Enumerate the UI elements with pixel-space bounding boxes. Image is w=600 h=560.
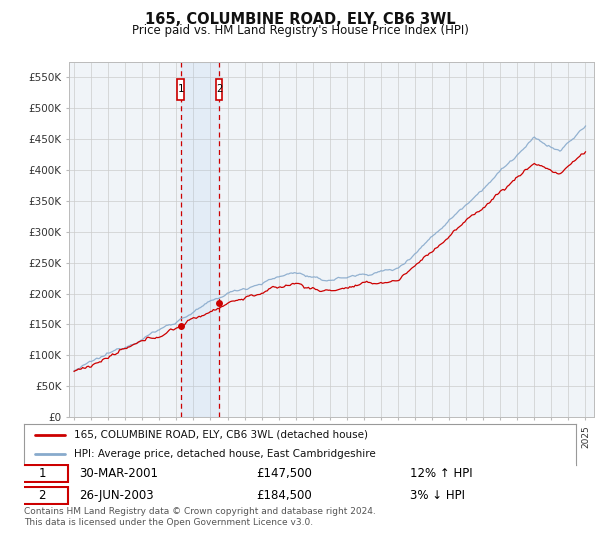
Text: £147,500: £147,500 xyxy=(256,466,312,480)
Text: 3% ↓ HPI: 3% ↓ HPI xyxy=(410,489,466,502)
Text: Price paid vs. HM Land Registry's House Price Index (HPI): Price paid vs. HM Land Registry's House … xyxy=(131,24,469,36)
Bar xyxy=(181,62,219,417)
Text: £184,500: £184,500 xyxy=(256,489,311,502)
Text: 165, COLUMBINE ROAD, ELY, CB6 3WL (detached house): 165, COLUMBINE ROAD, ELY, CB6 3WL (detac… xyxy=(74,430,368,440)
Text: 2: 2 xyxy=(216,85,222,95)
Text: 26-JUN-2003: 26-JUN-2003 xyxy=(79,489,154,502)
Text: 30-MAR-2001: 30-MAR-2001 xyxy=(79,466,158,480)
FancyBboxPatch shape xyxy=(216,78,222,100)
FancyBboxPatch shape xyxy=(16,487,68,504)
Text: HPI: Average price, detached house, East Cambridgeshire: HPI: Average price, detached house, East… xyxy=(74,449,376,459)
FancyBboxPatch shape xyxy=(178,78,184,100)
Text: 1: 1 xyxy=(178,85,184,95)
Text: 2: 2 xyxy=(38,489,46,502)
Text: 12% ↑ HPI: 12% ↑ HPI xyxy=(410,466,473,480)
Text: 165, COLUMBINE ROAD, ELY, CB6 3WL: 165, COLUMBINE ROAD, ELY, CB6 3WL xyxy=(145,12,455,27)
FancyBboxPatch shape xyxy=(16,465,68,482)
Text: Contains HM Land Registry data © Crown copyright and database right 2024.
This d: Contains HM Land Registry data © Crown c… xyxy=(24,507,376,527)
Text: 1: 1 xyxy=(38,466,46,480)
